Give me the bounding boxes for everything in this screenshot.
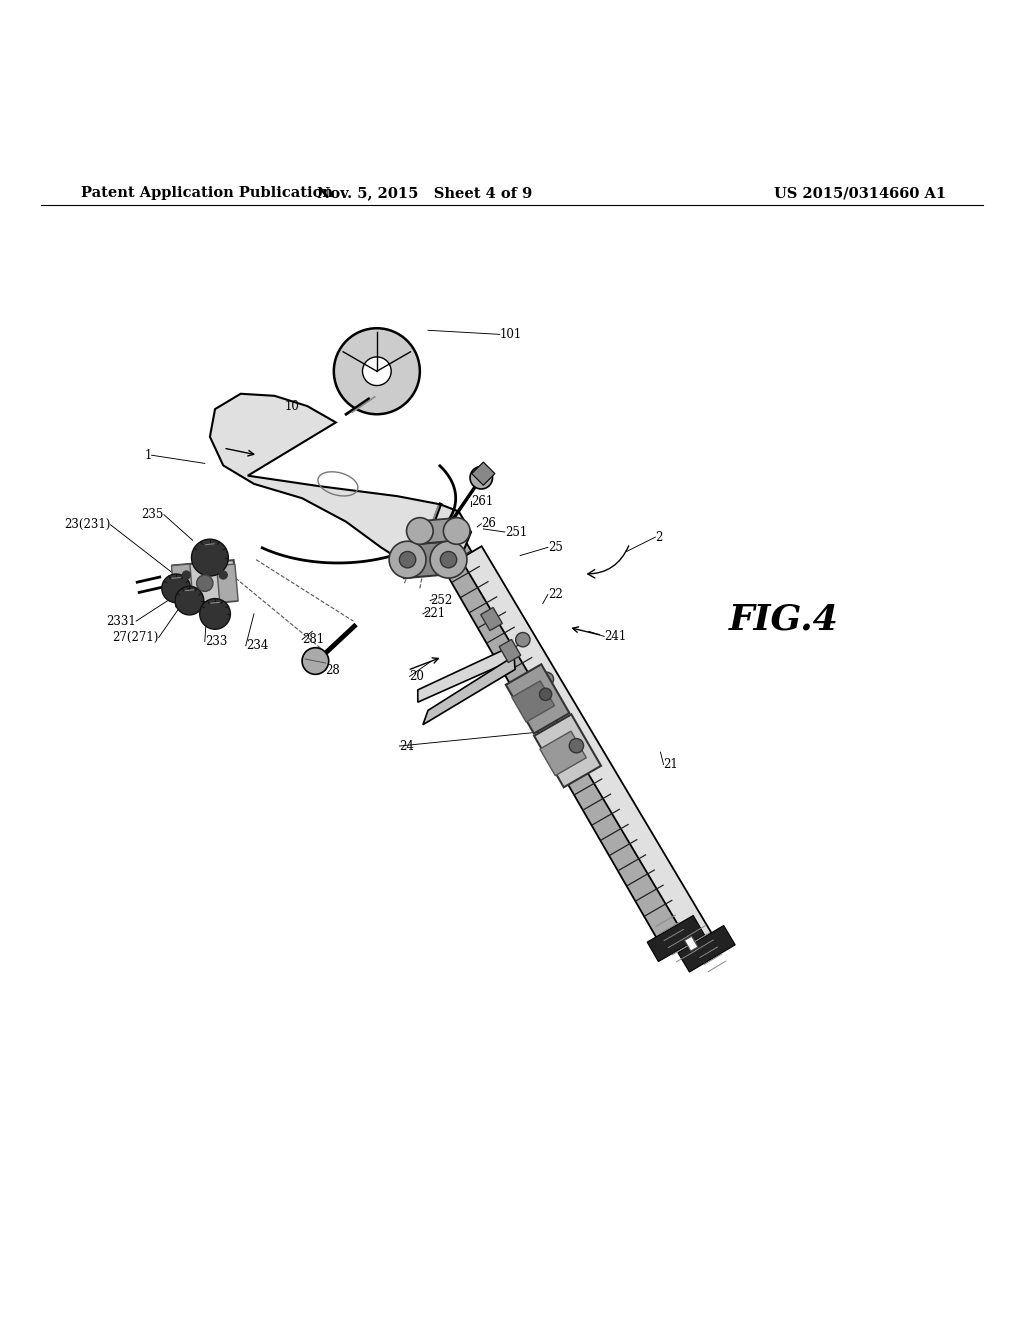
Polygon shape [171, 564, 194, 602]
Text: 20: 20 [410, 669, 425, 682]
Circle shape [219, 572, 227, 579]
Circle shape [399, 552, 416, 568]
FancyArrowPatch shape [588, 546, 629, 578]
Text: 28: 28 [326, 664, 340, 677]
Text: 2331: 2331 [106, 615, 136, 627]
Circle shape [443, 517, 470, 544]
Text: 26: 26 [481, 517, 497, 531]
Circle shape [516, 632, 530, 647]
Text: 27(271): 27(271) [113, 631, 159, 644]
Text: 252: 252 [430, 594, 453, 607]
Polygon shape [472, 462, 495, 486]
Polygon shape [535, 714, 601, 787]
Polygon shape [512, 681, 555, 722]
Text: 235: 235 [141, 508, 164, 521]
Text: 251: 251 [505, 525, 527, 539]
Text: 21: 21 [664, 758, 678, 771]
Polygon shape [480, 607, 503, 631]
Circle shape [540, 672, 554, 686]
Text: US 2015/0314660 A1: US 2015/0314660 A1 [774, 186, 946, 201]
Circle shape [162, 574, 190, 603]
Polygon shape [172, 560, 238, 606]
Text: 241: 241 [604, 630, 627, 643]
Circle shape [430, 541, 467, 578]
Text: 2: 2 [655, 531, 663, 544]
Circle shape [362, 356, 391, 385]
Text: Patent Application Publication: Patent Application Publication [81, 186, 333, 201]
Polygon shape [678, 925, 735, 972]
Text: 261: 261 [471, 495, 494, 508]
Circle shape [175, 586, 204, 615]
Polygon shape [418, 647, 510, 702]
Text: FIG.4: FIG.4 [728, 602, 839, 636]
Circle shape [569, 739, 584, 752]
Polygon shape [423, 656, 515, 725]
Polygon shape [685, 936, 697, 950]
Circle shape [200, 598, 230, 630]
Circle shape [302, 648, 329, 675]
Polygon shape [499, 639, 521, 663]
Text: 234: 234 [246, 639, 268, 652]
Text: 10: 10 [285, 400, 300, 413]
Polygon shape [540, 731, 587, 776]
Circle shape [407, 517, 433, 544]
Polygon shape [401, 541, 455, 578]
Circle shape [334, 329, 420, 414]
Polygon shape [461, 546, 717, 956]
Circle shape [197, 576, 213, 591]
Text: 281: 281 [302, 634, 325, 645]
Text: 221: 221 [423, 607, 445, 620]
Circle shape [389, 541, 426, 578]
Circle shape [440, 552, 457, 568]
Circle shape [191, 539, 228, 576]
Polygon shape [216, 564, 239, 602]
Text: 1: 1 [144, 449, 152, 462]
Text: 25: 25 [548, 541, 563, 554]
Circle shape [182, 572, 190, 579]
Polygon shape [415, 517, 458, 544]
Polygon shape [506, 664, 569, 734]
Text: 22: 22 [548, 587, 562, 601]
Circle shape [540, 688, 552, 701]
Text: Nov. 5, 2015   Sheet 4 of 9: Nov. 5, 2015 Sheet 4 of 9 [317, 186, 532, 201]
Polygon shape [431, 531, 690, 946]
Text: 233: 233 [205, 635, 227, 648]
Text: 24: 24 [399, 739, 415, 752]
Circle shape [470, 466, 493, 488]
Text: 101: 101 [500, 327, 522, 341]
Polygon shape [210, 393, 471, 568]
Polygon shape [647, 916, 705, 961]
Text: 23(231): 23(231) [65, 519, 111, 532]
